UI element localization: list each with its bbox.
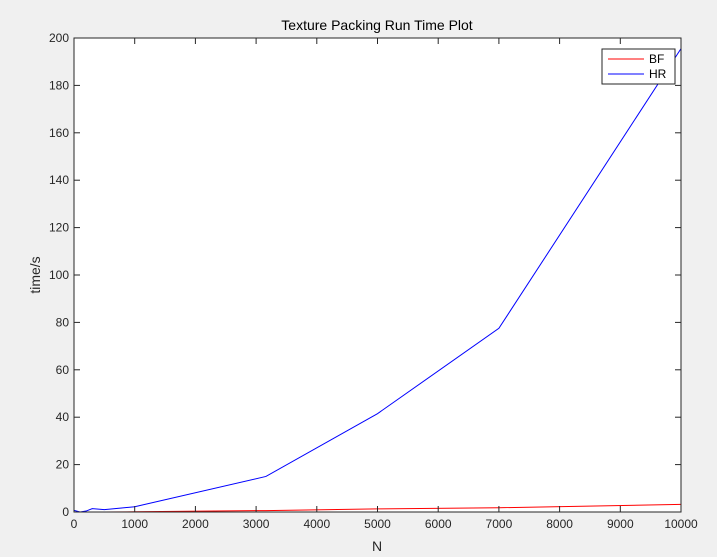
y-axis-label: time/s <box>27 256 43 293</box>
x-tick-label: 7000 <box>486 517 513 531</box>
x-tick-label: 4000 <box>303 517 330 531</box>
y-tick-label: 180 <box>49 78 69 92</box>
x-tick-label: 2000 <box>182 517 209 531</box>
legend-label-bf: BF <box>649 52 664 66</box>
x-tick-label: 10000 <box>664 517 698 531</box>
x-tick-label: 8000 <box>546 517 573 531</box>
series-line-hr <box>73 48 682 513</box>
x-tick-label: 9000 <box>607 517 634 531</box>
y-tick-label: 80 <box>56 315 70 329</box>
y-tick-label: 200 <box>49 31 69 45</box>
y-tick-label: 40 <box>56 410 70 424</box>
x-tick-label: 0 <box>71 517 78 531</box>
x-axis-label: N <box>372 538 382 554</box>
chart-title: Texture Packing Run Time Plot <box>281 17 473 33</box>
y-tick-label: 160 <box>49 126 69 140</box>
y-tick-label: 60 <box>56 363 70 377</box>
plot-border <box>73 37 682 513</box>
y-tick-label: 0 <box>62 505 69 519</box>
x-tick-label: 6000 <box>425 517 452 531</box>
x-tick-label: 1000 <box>121 517 148 531</box>
legend-label-hr: HR <box>649 67 667 81</box>
y-tick-label: 120 <box>49 221 69 235</box>
y-tick-label: 20 <box>56 458 70 472</box>
y-tick-label: 100 <box>49 268 69 282</box>
x-tick-label: 5000 <box>364 517 391 531</box>
tick-layer: 0 1000 2000 3000 4000 5000 6000 7000 8000 9000 100… <box>49 31 698 531</box>
plot-area <box>74 38 681 512</box>
x-tick-label: 3000 <box>243 517 270 531</box>
y-tick-label: 140 <box>49 173 69 187</box>
legend-box <box>601 48 676 85</box>
